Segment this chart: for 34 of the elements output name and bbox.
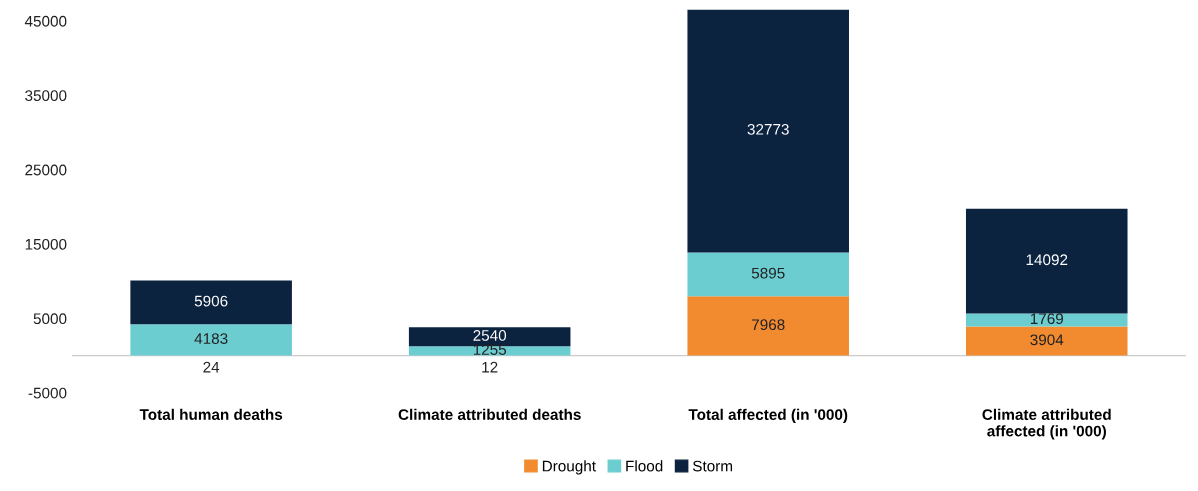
data-label: 7968 [752,319,785,331]
x-tick-label: Climate attributed affected (in '000) [982,408,1111,440]
bar [965,208,1128,314]
x-tick-label: Climate attributed deaths [398,408,581,420]
legend-label: Storm [692,460,733,472]
legend-label: Flood [626,460,663,472]
bar [687,252,849,297]
x-tick-label: Total affected (in '000) [688,408,848,424]
y-tick-label: 5000 [33,313,67,325]
bar [130,324,292,356]
data-label: 4183 [194,333,228,344]
data-label: 12 [482,361,498,373]
y-tick-label: 45000 [24,15,67,27]
bar [687,296,849,356]
bar [965,313,1128,327]
bar [965,326,1128,356]
data-label: 1769 [1030,313,1064,325]
legend-label: Drought [542,460,596,475]
y-tick-label: 35000 [25,90,67,102]
data-label: 3904 [1030,334,1064,346]
y-tick-label: 25000 [25,164,67,176]
y-tick-label: 15000 [25,238,67,250]
data-label: 32773 [747,123,789,135]
bar [130,280,292,325]
data-label: 24 [203,361,220,373]
data-label: 5895 [751,267,785,279]
data-label: 1255 [473,344,507,355]
data-label: 14092 [1026,254,1068,266]
x-tick-label: Total human deaths [139,408,283,420]
bar [687,9,849,253]
bar [408,346,571,356]
y-tick-label: -5000 [28,387,67,399]
data-label: 2540 [473,330,507,341]
data-label: 5906 [194,295,228,307]
